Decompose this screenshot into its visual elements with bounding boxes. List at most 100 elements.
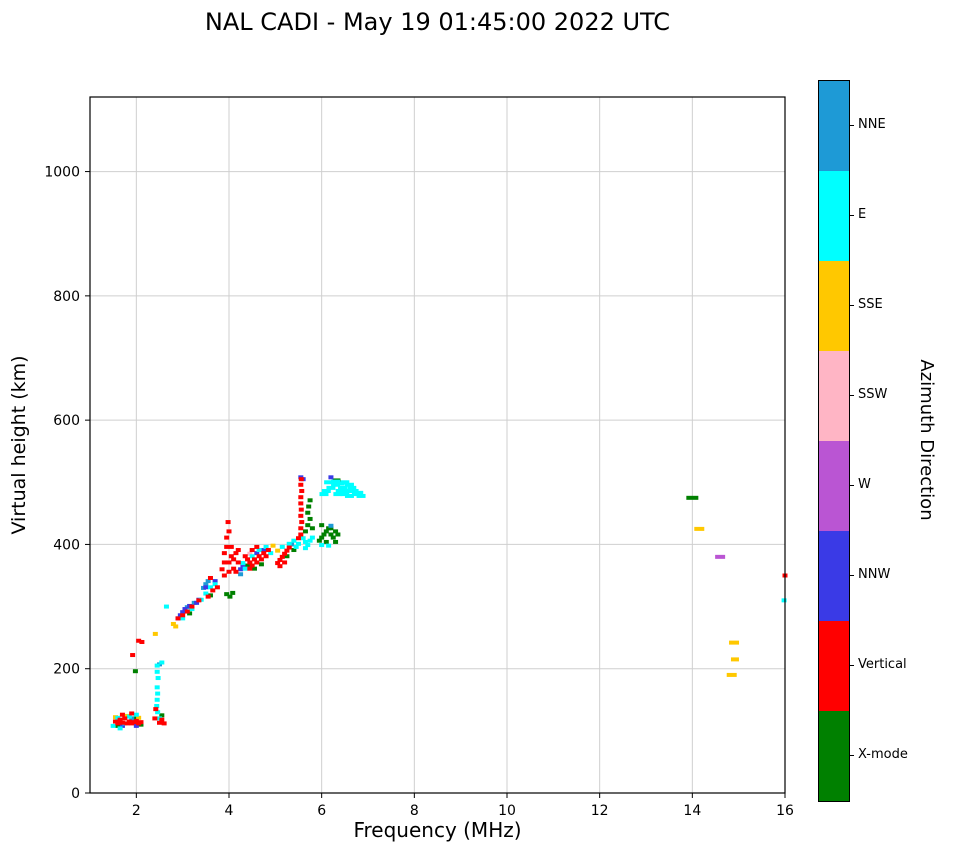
colorbar-segment-sse (819, 261, 849, 351)
sse-point (173, 624, 179, 629)
vertical-point (277, 557, 283, 562)
x-tick-label: 2 (132, 803, 141, 819)
vertical-point (228, 554, 234, 559)
vertical-point (221, 560, 227, 565)
x-mode-point (291, 548, 297, 553)
x-mode-point (330, 535, 336, 540)
x-mode-point (335, 532, 341, 537)
x-mode-point (258, 562, 264, 567)
sse-point (726, 672, 737, 677)
x-tick-label: 10 (498, 803, 516, 819)
y-tick-label: 200 (53, 662, 80, 678)
colorbar-segment-e (819, 171, 849, 261)
e-point (159, 660, 165, 665)
sse-point (136, 715, 142, 720)
colorbar-entry-label-w: W (858, 477, 871, 492)
vertical-point (263, 554, 269, 559)
vertical-point (279, 554, 285, 559)
vertical-point (261, 551, 267, 556)
colorbar-segment-nnw (819, 531, 849, 621)
x-tick-label: 6 (317, 803, 326, 819)
sse-point (729, 640, 740, 645)
vertical-point (299, 520, 305, 525)
vertical-point (242, 554, 248, 559)
vertical-point (205, 594, 211, 599)
vertical-point (184, 609, 190, 614)
colorbar-segment-w (819, 441, 849, 531)
e-point (781, 598, 787, 603)
sse-point (270, 543, 276, 548)
sse-point (152, 631, 158, 636)
sse-point (730, 657, 739, 662)
vertical-point (189, 604, 195, 609)
e-point (349, 488, 359, 493)
x-mode-point (328, 532, 334, 537)
nnw-point (240, 563, 246, 568)
vertical-point (157, 720, 162, 725)
e-point (154, 685, 160, 690)
vertical-point (226, 529, 232, 534)
e-point (331, 479, 341, 484)
x-mode-point (316, 538, 322, 543)
vertical-point (282, 551, 288, 556)
colorbar-entry-label-nne: NNE (858, 117, 886, 132)
e-point (305, 543, 311, 548)
vertical-point (277, 564, 283, 569)
colorbar-tick (849, 215, 854, 216)
vertical-point (256, 554, 262, 559)
nne-point (328, 523, 334, 528)
nne-point (205, 579, 211, 584)
nnw-point (254, 551, 260, 556)
y-tick-label: 1000 (44, 165, 80, 181)
e-point (342, 488, 352, 493)
x-mode-point (333, 529, 339, 534)
nnw-point (212, 579, 218, 584)
colorbar-tick (849, 755, 854, 756)
nne-point (238, 572, 244, 577)
colorbar-segment-vertical (819, 621, 849, 711)
vertical-point (284, 548, 290, 553)
e-point (296, 541, 301, 546)
w-point (715, 554, 726, 559)
vertical-point (224, 544, 230, 549)
nnw-point (238, 567, 244, 572)
colorbar-tick (849, 125, 854, 126)
vertical-point (119, 720, 125, 725)
x-mode-point (323, 529, 329, 534)
e-point (155, 676, 161, 681)
e-point (354, 490, 364, 495)
vertical-point (233, 569, 239, 574)
vertical-point (214, 585, 220, 590)
e-point (163, 604, 169, 609)
nnw-point (194, 600, 200, 605)
x-mode-point (321, 532, 327, 537)
vertical-point (254, 560, 260, 565)
vertical-point (298, 526, 304, 531)
x-mode-point (305, 523, 311, 528)
x-mode-point (224, 592, 230, 597)
x-mode-point (333, 539, 339, 544)
e-point (154, 669, 160, 674)
e-point (333, 492, 343, 497)
vertical-point (251, 557, 257, 562)
e-point (155, 691, 161, 696)
x-tick-label: 16 (776, 803, 794, 819)
e-point (286, 541, 292, 546)
nne-point (203, 582, 209, 587)
vertical-point (117, 717, 123, 722)
vertical-point (298, 507, 304, 512)
vertical-point (210, 588, 216, 593)
e-point (307, 538, 313, 543)
vertical-point (245, 557, 251, 562)
vertical-point (161, 721, 167, 726)
colorbar-tick (849, 485, 854, 486)
e-point (309, 535, 315, 540)
e-point (331, 482, 341, 487)
e-point (335, 488, 345, 493)
vertical-point (196, 598, 202, 603)
colorbar-entry-label-e: E (858, 207, 867, 222)
x-mode-point (132, 669, 138, 674)
colorbar-tick (849, 305, 854, 306)
sse-point (275, 548, 281, 553)
